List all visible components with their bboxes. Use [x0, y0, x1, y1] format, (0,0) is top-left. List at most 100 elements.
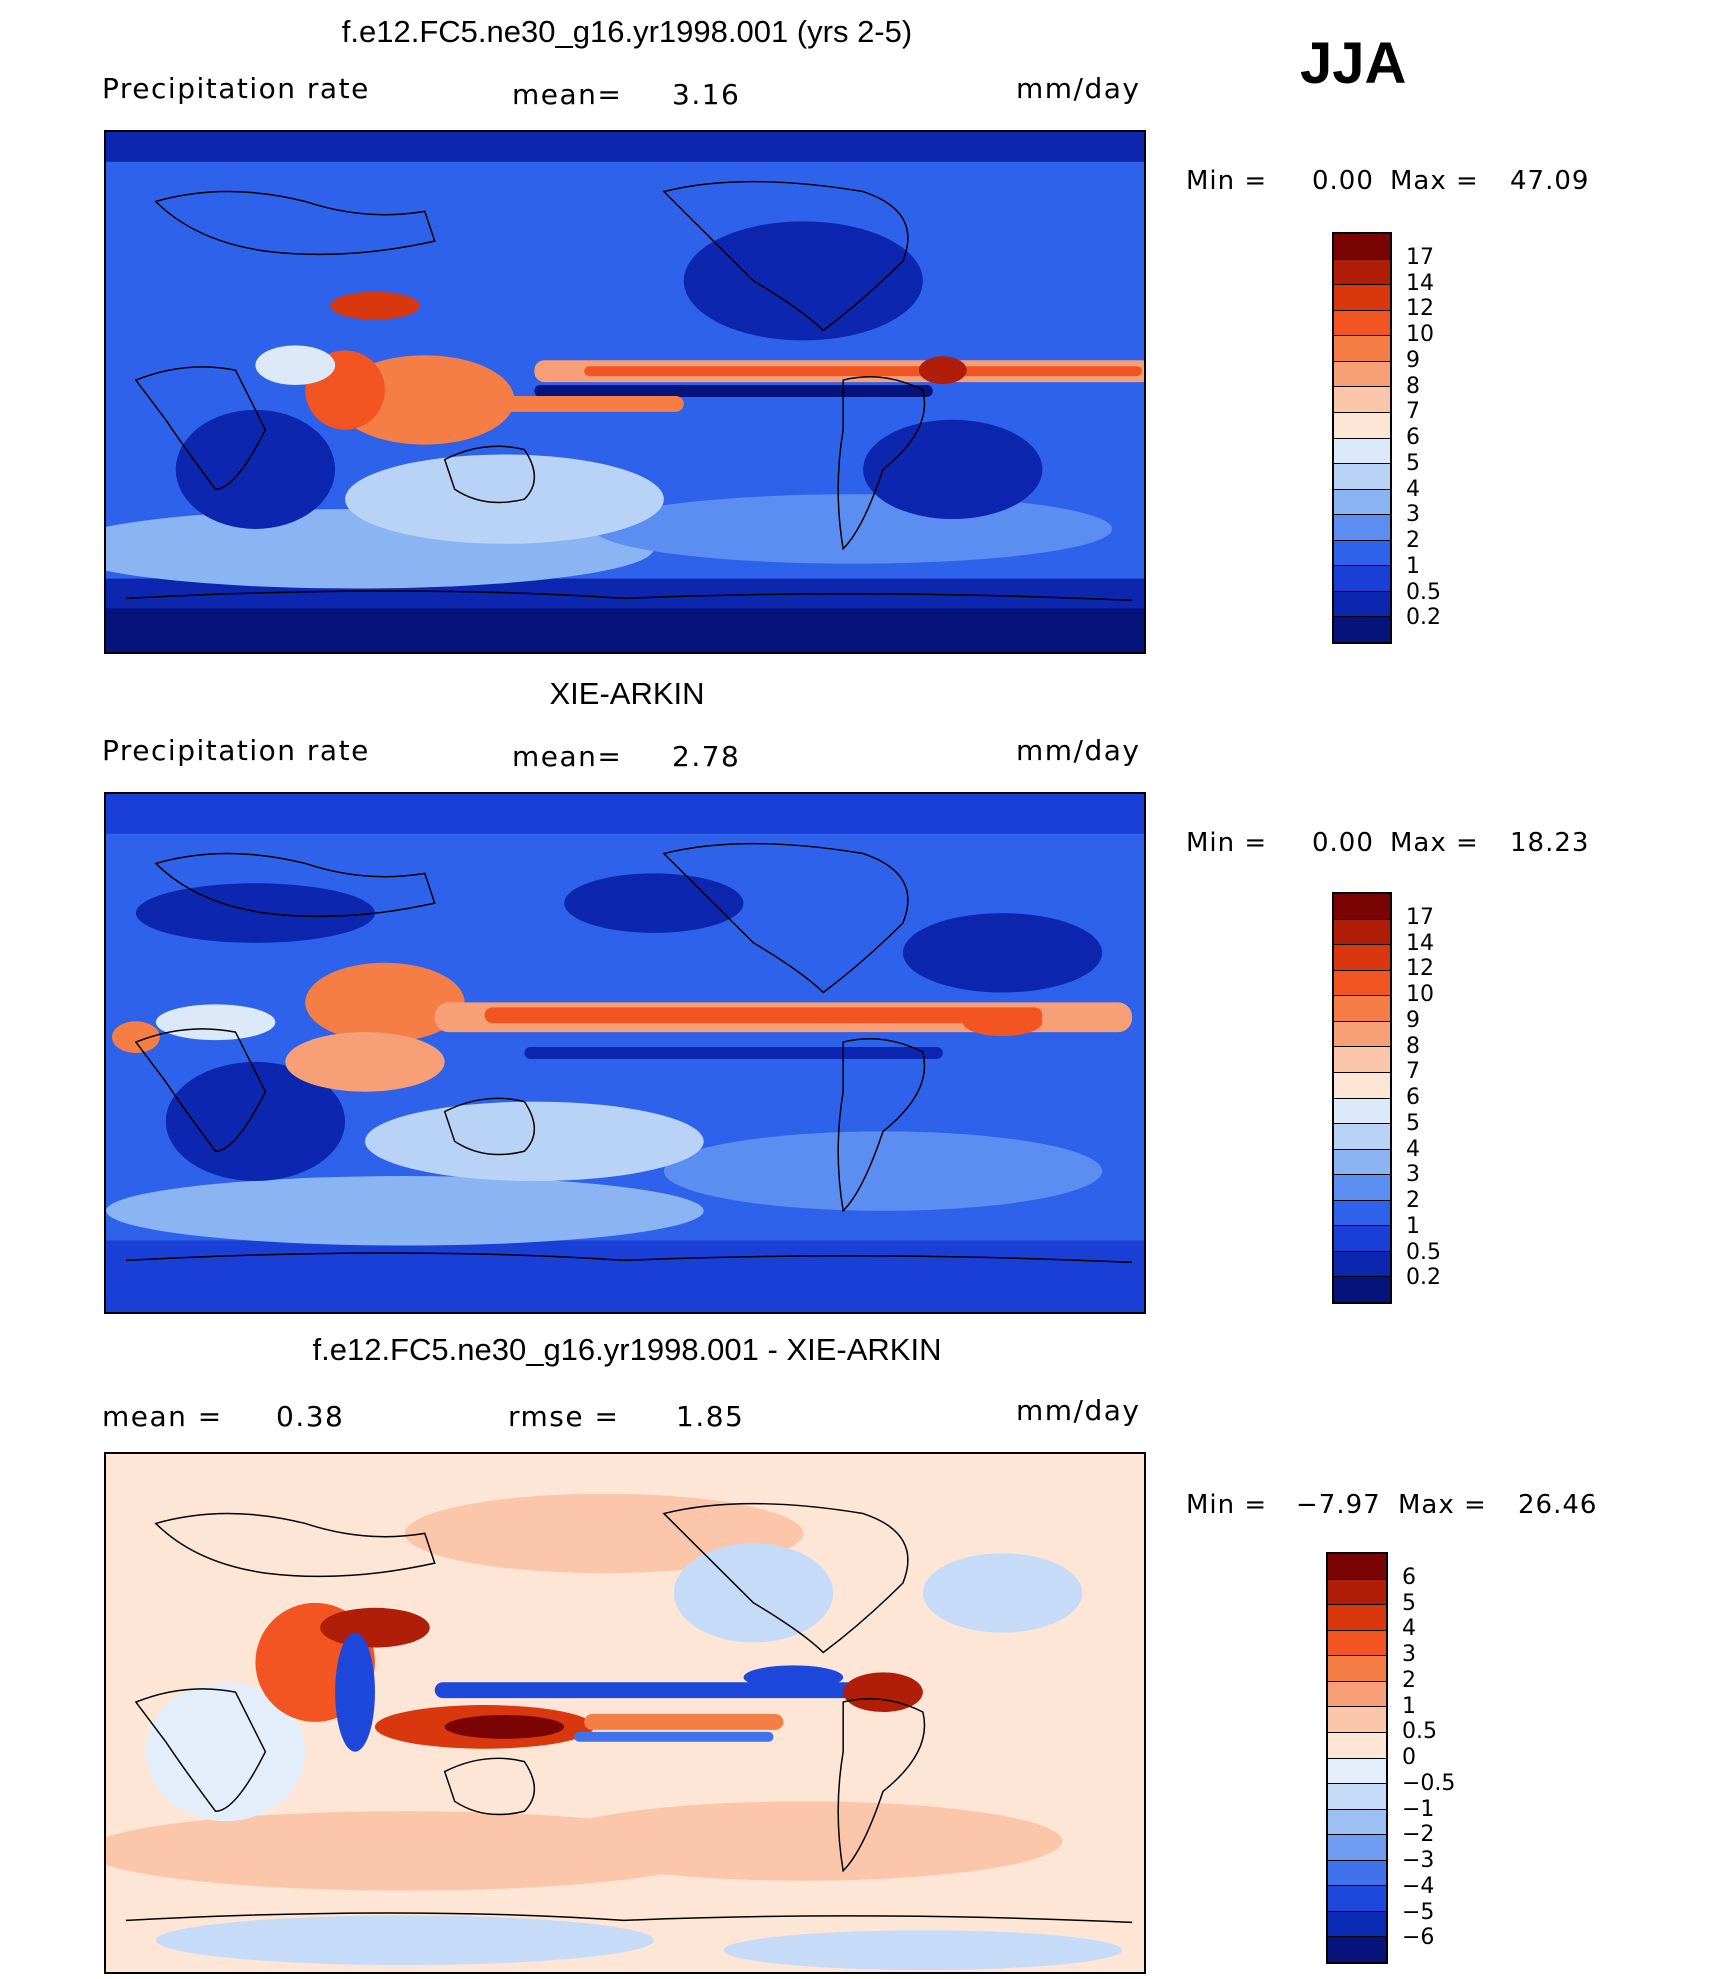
- colorbar-swatch: [1334, 310, 1390, 337]
- panel3-min-label: Min =: [1186, 1490, 1268, 1520]
- colorbar-level-label: 8: [1406, 1033, 1420, 1059]
- panel2-colorbar: [1332, 892, 1392, 1304]
- colorbar-swatch: [1334, 1175, 1390, 1201]
- panel1-min-label: Min =: [1186, 166, 1268, 196]
- panel1-max-value: 47.09: [1510, 166, 1590, 196]
- panel1-colorbar: [1332, 232, 1392, 644]
- colorbar-swatch: [1334, 1149, 1390, 1176]
- colorbar-level-label: 1: [1406, 553, 1420, 579]
- colorbar-level-label: 3: [1402, 1642, 1416, 1667]
- colorbar-swatch: [1328, 1605, 1386, 1631]
- colorbar-swatch: [1328, 1784, 1386, 1810]
- colorbar-swatch: [1328, 1886, 1386, 1912]
- colorbar-level-label: −1: [1402, 1796, 1435, 1822]
- colorbar-level-label: 2: [1402, 1667, 1416, 1693]
- colorbar-level-label: 10: [1406, 982, 1434, 1007]
- panel3-colorbar: [1326, 1552, 1388, 1964]
- colorbar-level-label: 1: [1402, 1693, 1416, 1719]
- panel2-min-label: Min =: [1186, 828, 1268, 858]
- colorbar-level-label: −5: [1402, 1899, 1435, 1925]
- panel3-max-label: Max =: [1398, 1490, 1487, 1520]
- colorbar-swatch: [1334, 361, 1390, 388]
- panel3-mean-label: mean =: [102, 1400, 223, 1433]
- panel2-min-value: 0.00: [1312, 828, 1374, 858]
- colorbar-level-label: 7: [1406, 399, 1420, 425]
- colorbar-swatch: [1334, 1277, 1390, 1302]
- season-label: JJA: [1300, 31, 1407, 96]
- panel3-title: f.e12.FC5.ne30_g16.yr1998.001 - XIE-ARKI…: [312, 1332, 942, 1367]
- colorbar-swatch: [1328, 1681, 1386, 1708]
- colorbar-swatch: [1328, 1554, 1386, 1580]
- colorbar-swatch: [1328, 1579, 1386, 1606]
- panel2-contour-field: [106, 794, 1144, 1312]
- colorbar-swatch: [1328, 1911, 1386, 1938]
- colorbar-level-label: 10: [1406, 322, 1434, 347]
- colorbar-level-label: 5: [1406, 1110, 1420, 1136]
- panel1-contour-field: [106, 132, 1144, 652]
- colorbar-level-label: 0.2: [1406, 1265, 1441, 1291]
- colorbar-swatch: [1334, 489, 1390, 516]
- colorbar-swatch: [1328, 1835, 1386, 1861]
- colorbar-swatch: [1334, 515, 1390, 541]
- colorbar-swatch: [1334, 1098, 1390, 1125]
- colorbar-level-label: 7: [1406, 1059, 1420, 1085]
- panel2-mean-label: mean=: [512, 740, 623, 773]
- colorbar-swatch: [1334, 336, 1390, 362]
- colorbar-level-label: −6: [1402, 1925, 1435, 1951]
- colorbar-level-label: 1: [1406, 1213, 1420, 1239]
- colorbar-level-label: 14: [1406, 270, 1434, 296]
- colorbar-level-label: 9: [1406, 1007, 1420, 1033]
- colorbar-level-label: −2: [1402, 1822, 1435, 1848]
- colorbar-swatch: [1334, 919, 1390, 946]
- colorbar-swatch: [1334, 1124, 1390, 1150]
- colorbar-swatch: [1334, 285, 1390, 311]
- panel3-max-value: 26.46: [1518, 1490, 1598, 1520]
- colorbar-swatch: [1334, 996, 1390, 1022]
- colorbar-swatch: [1334, 617, 1390, 642]
- colorbar-swatch: [1334, 1072, 1390, 1099]
- colorbar-swatch: [1334, 438, 1390, 465]
- colorbar-swatch: [1334, 464, 1390, 490]
- colorbar-level-label: 5: [1402, 1590, 1416, 1616]
- colorbar-level-label: 3: [1406, 1162, 1420, 1188]
- colorbar-swatch: [1328, 1707, 1386, 1733]
- colorbar-swatch: [1334, 894, 1390, 920]
- colorbar-level-label: 5: [1406, 450, 1420, 476]
- colorbar-level-label: 6: [1406, 1085, 1420, 1110]
- colorbar-level-label: 17: [1406, 244, 1434, 270]
- colorbar-level-label: −4: [1402, 1873, 1435, 1899]
- panel3-min-value: −7.97: [1296, 1490, 1381, 1520]
- colorbar-swatch: [1328, 1656, 1386, 1682]
- panel1-mean-label: mean=: [512, 78, 623, 111]
- colorbar-level-label: 0: [1402, 1745, 1416, 1770]
- panel3-rmse-value: 1.85: [676, 1400, 745, 1433]
- panel3-map: [104, 1452, 1146, 1974]
- colorbar-level-label: 6: [1406, 425, 1420, 450]
- panel2-title: XIE-ARKIN: [549, 676, 705, 711]
- colorbar-level-label: 0.5: [1402, 1719, 1437, 1745]
- colorbar-swatch: [1334, 970, 1390, 997]
- panel1-map: [104, 130, 1146, 654]
- colorbar-swatch: [1334, 1226, 1390, 1252]
- colorbar-level-label: 17: [1406, 904, 1434, 930]
- panel2-max-value: 18.23: [1510, 828, 1590, 858]
- colorbar-swatch: [1334, 566, 1390, 592]
- colorbar-swatch: [1334, 1251, 1390, 1278]
- panel2-variable-label: Precipitation rate: [102, 734, 370, 767]
- colorbar-level-label: 12: [1406, 296, 1434, 322]
- panel3-units: mm/day: [1016, 1394, 1141, 1427]
- panel1-mean-value: 3.16: [672, 78, 741, 111]
- colorbar-swatch: [1328, 1732, 1386, 1759]
- colorbar-swatch: [1334, 412, 1390, 439]
- colorbar-swatch: [1334, 259, 1390, 286]
- panel3-contour-field: [106, 1454, 1144, 1972]
- colorbar-level-label: −3: [1402, 1848, 1435, 1873]
- panel3-rmse-label: rmse =: [508, 1400, 620, 1433]
- colorbar-level-label: 2: [1406, 528, 1420, 553]
- colorbar-swatch: [1334, 540, 1390, 567]
- panel2-mean-value: 2.78: [672, 740, 741, 773]
- panel2-map: [104, 792, 1146, 1314]
- colorbar-swatch: [1334, 1021, 1390, 1048]
- colorbar-swatch: [1328, 1809, 1386, 1836]
- colorbar-swatch: [1328, 1860, 1386, 1887]
